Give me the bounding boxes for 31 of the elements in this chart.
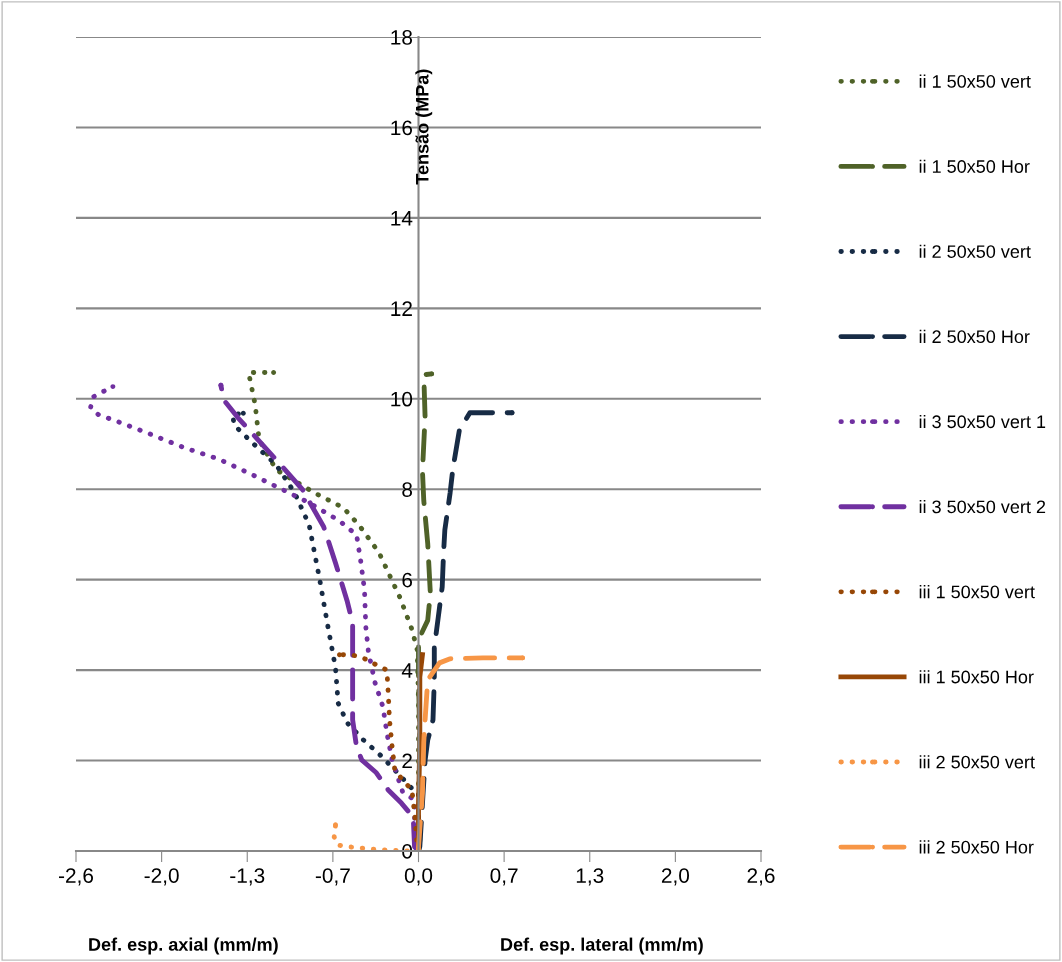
legend-label: ii 1 50x50 vert <box>919 74 1031 88</box>
x-tick-label: 2,6 <box>747 868 775 886</box>
y-tick-label: 16 <box>391 120 413 136</box>
x-tick-label: 0,0 <box>404 868 433 886</box>
legend-label: iii 2 50x50 vert <box>919 755 1035 769</box>
text: Def. esp. lateral (mm/m) <box>501 937 703 955</box>
y-tick-label: 6 <box>402 572 413 588</box>
x-tick-label: -2,6 <box>58 868 94 886</box>
x-tick-label: -2,0 <box>144 868 179 886</box>
legend-label: ii 3 50x50 vert 2 <box>919 499 1046 514</box>
legend-label: iii 1 50x50 Hor <box>919 670 1034 684</box>
y-tick-label: 8 <box>402 482 413 497</box>
legend-label: ii 1 50x50 Hor <box>919 159 1030 173</box>
legend-label: iii 2 50x50 Hor <box>919 840 1034 854</box>
x-tick-label: 1,3 <box>576 868 604 886</box>
x-tick-label: 2,0 <box>661 868 690 886</box>
y-tick-label: 4 <box>401 663 413 678</box>
legend-label: ii 3 50x50 vert 1 <box>919 414 1046 429</box>
legend-label: ii 2 50x50 vert <box>919 244 1031 258</box>
x-tick-label: -1,3 <box>230 868 265 886</box>
x-axis-title: Def. esp. axial (mm/m) <box>89 937 278 955</box>
x-tick-label: -0,7 <box>315 868 350 886</box>
y-tick-label: 12 <box>391 301 412 316</box>
y-tick-label: 2 <box>402 753 412 769</box>
y-tick-label: 14 <box>391 211 413 226</box>
legend-label: iii 1 50x50 vert <box>919 585 1035 599</box>
x-tick-label: 0,7 <box>490 868 518 886</box>
legend-label: ii 2 50x50 Hor <box>919 329 1030 344</box>
y-tick-label: 18 <box>391 30 413 45</box>
y-axis-title: Tensão (MPa) <box>415 69 433 185</box>
y-tick-label: 10 <box>391 391 413 407</box>
